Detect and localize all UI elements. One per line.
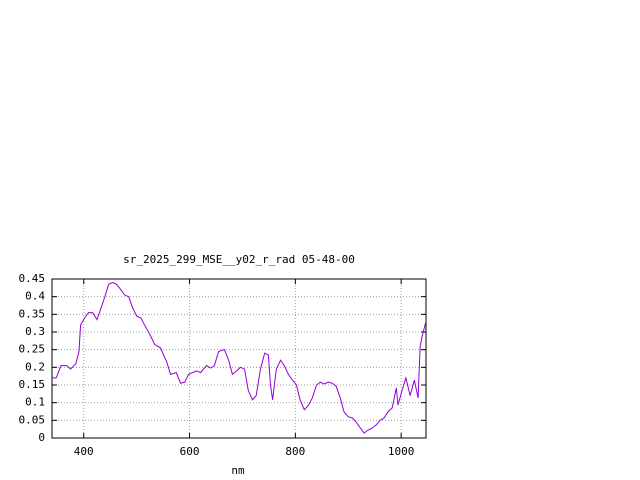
chart-title: sr_2025_299_MSE__y02_r_rad 05-48-00 — [123, 253, 355, 266]
y-tick-label: 0.3 — [25, 325, 45, 338]
x-tick-label: 800 — [285, 445, 305, 458]
y-tick-label: 0.05 — [19, 413, 46, 426]
y-tick-label: 0.4 — [25, 290, 45, 303]
y-tick-label: 0 — [38, 431, 45, 444]
y-tick-label: 0.2 — [25, 360, 45, 373]
plot-border — [51, 278, 427, 439]
y-tick-label: 0.15 — [19, 378, 46, 391]
y-tick-label: 0.45 — [19, 272, 46, 285]
x-tick-label: 1000 — [388, 445, 415, 458]
y-tick-label: 0.1 — [25, 396, 45, 409]
x-tick-label: 600 — [180, 445, 200, 458]
x-axis-label: nm — [231, 464, 245, 477]
y-tick-label: 0.35 — [19, 307, 46, 320]
data-line — [52, 281, 427, 434]
y-tick-label: 0.25 — [19, 343, 46, 356]
x-tick-label: 400 — [74, 445, 94, 458]
